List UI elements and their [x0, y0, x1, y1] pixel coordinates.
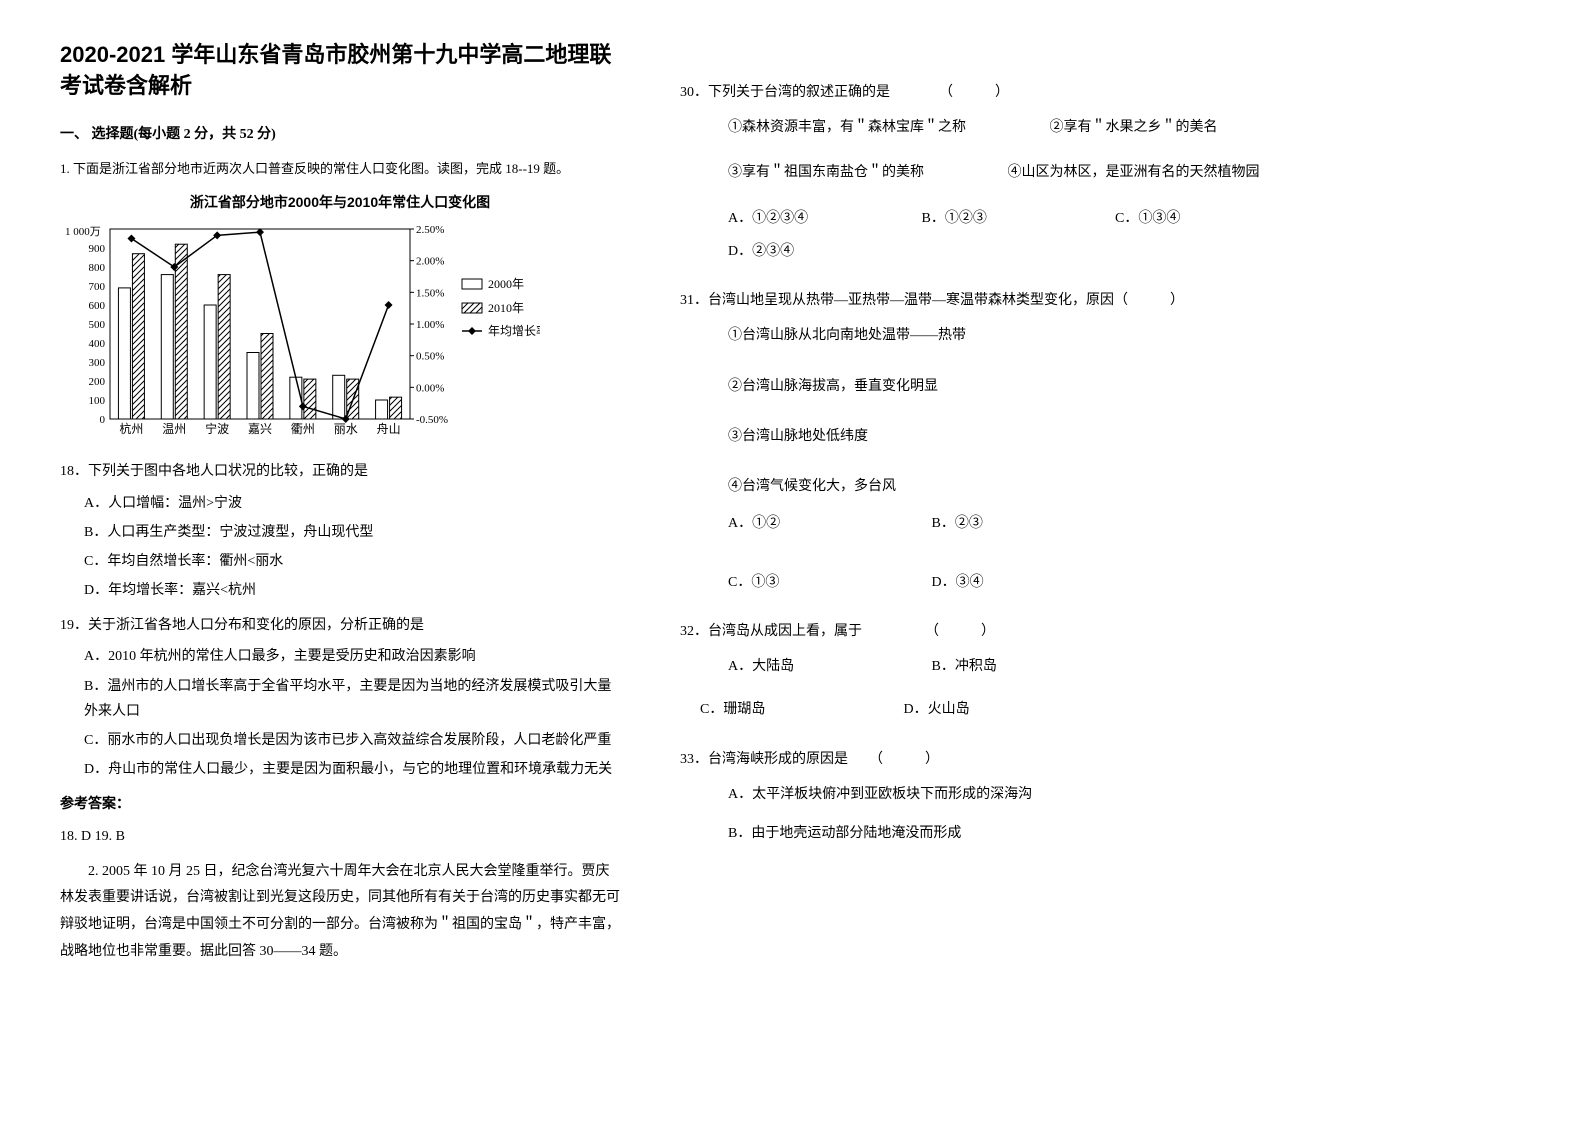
svg-text:600: 600 [89, 300, 106, 312]
q1-intro: 1. 下面是浙江省部分地市近两次人口普查反映的常住人口变化图。读图，完成 18-… [60, 157, 620, 180]
svg-text:0: 0 [100, 414, 106, 426]
q18-option-c: C．年均自然增长率：衢州<丽水 [84, 549, 620, 574]
q31: 31．台湾山地呈现从热带—亚热带—温带—寒温带森林类型变化，原因（ ） ①台湾山… [680, 288, 1400, 603]
q19-option-c: C．丽水市的人口出现负增长是因为该市已步入高效益综合发展阶段，人口老龄化严重 [84, 728, 620, 753]
q30-option-c: C．①③④ [1115, 206, 1305, 231]
q30-sub4: ④山区为林区，是亚洲有名的天然植物园 [1008, 165, 1260, 180]
answer-label: 参考答案： [60, 792, 620, 817]
chart-title: 浙江省部分地市2000年与2010年常住人口变化图 [60, 190, 620, 215]
svg-text:400: 400 [89, 338, 106, 350]
q31-option-d: D．③④ [932, 570, 1132, 595]
svg-text:0.50%: 0.50% [416, 351, 444, 363]
q31-option-a: A．①② [728, 511, 928, 536]
q18-stem: 18．下列关于图中各地人口状况的比较，正确的是 [60, 459, 620, 484]
q30-option-b: B．①②③ [922, 206, 1112, 231]
q33: 33．台湾海峡形成的原因是 （ ） A．太平洋板块俯冲到亚欧板块下而形成的深海沟… [680, 747, 1400, 847]
q18-option-a: A．人口增幅：温州>宁波 [84, 491, 620, 516]
passage-2: 2. 2005 年 10 月 25 日，纪念台湾光复六十周年大会在北京人民大会堂… [60, 859, 620, 965]
svg-text:2.50%: 2.50% [416, 224, 444, 236]
q33-option-a: A．太平洋板块俯冲到亚欧板块下而形成的深海沟 [728, 782, 1400, 807]
q31-sub2: ②台湾山脉海拔高，垂直变化明显 [728, 374, 1400, 399]
population-chart: 0 100 200 300 400 500 600 700 800 900 1 000万 -0.50%… [60, 219, 540, 449]
section-title: 一、 选择题(每小题 2 分，共 52 分) [60, 122, 620, 147]
svg-text:800: 800 [89, 262, 106, 274]
svg-text:1 000万: 1 000万 [65, 226, 101, 238]
svg-text:-0.50%: -0.50% [416, 414, 448, 426]
q32-option-d: D．火山岛 [904, 697, 1104, 722]
svg-text:0.00%: 0.00% [416, 383, 444, 395]
q30-stem: 30．下列关于台湾的叙述正确的是 （ ） [680, 80, 1400, 105]
svg-text:舟山: 舟山 [377, 422, 401, 436]
svg-text:2000年: 2000年 [488, 277, 524, 291]
q30-option-d: D．②③④ [728, 239, 918, 264]
q30-sub1: ①森林资源丰富，有＂森林宝库＂之称 [728, 115, 966, 140]
q30-option-a: A．①②③④ [728, 206, 918, 231]
q31-sub4: ④台湾气候变化大，多台风 [728, 474, 1400, 499]
answer-1819: 18. D 19. B [60, 824, 620, 849]
q19-option-a: A．2010 年杭州的常住人口最多，主要是受历史和政治因素影响 [84, 644, 620, 669]
q19-option-d: D．舟山市的常住人口最少，主要是因为面积最小，与它的地理位置和环境承载力无关 [84, 757, 620, 782]
svg-text:500: 500 [89, 319, 106, 331]
svg-text:200: 200 [89, 376, 106, 388]
q31-option-c: C．①③ [728, 570, 928, 595]
q32-option-a: A．大陆岛 [728, 654, 928, 679]
q18-option-b: B．人口再生产类型：宁波过渡型，舟山现代型 [84, 520, 620, 545]
chart-wrapper: 浙江省部分地市2000年与2010年常住人口变化图 0 100 200 300 400 5… [60, 190, 620, 449]
svg-text:1.00%: 1.00% [416, 319, 444, 331]
q19-stem: 19．关于浙江省各地人口分布和变化的原因，分析正确的是 [60, 613, 620, 638]
q31-option-b: B．②③ [932, 511, 1132, 536]
q32-stem: 32．台湾岛从成因上看，属于 （ ） [680, 619, 1400, 644]
svg-text:300: 300 [89, 357, 106, 369]
svg-text:温州: 温州 [162, 422, 186, 436]
svg-text:100: 100 [89, 395, 106, 407]
svg-text:900: 900 [89, 243, 106, 255]
q19-option-b: B．温州市的人口增长率高于全省平均水平，主要是因为当地的经济发展模式吸引大量外来… [84, 674, 620, 724]
q31-stem: 31．台湾山地呈现从热带—亚热带—温带—寒温带森林类型变化，原因（ ） [680, 288, 1400, 313]
q33-stem: 33．台湾海峡形成的原因是 （ ） [680, 747, 1400, 772]
q30-sub2: ②享有＂水果之乡＂的美名 [1050, 115, 1218, 140]
svg-text:700: 700 [89, 281, 106, 293]
q33-option-b: B．由于地壳运动部分陆地淹没而形成 [728, 821, 1400, 846]
q18-option-d: D．年均增长率：嘉兴<杭州 [84, 578, 620, 603]
q32: 32．台湾岛从成因上看，属于 （ ） A．大陆岛 B．冲积岛 C．珊瑚岛 D．火… [680, 619, 1400, 731]
svg-text:年均增长率: 年均增长率 [488, 323, 540, 338]
svg-text:1.50%: 1.50% [416, 288, 444, 300]
svg-text:嘉兴: 嘉兴 [248, 422, 272, 436]
svg-text:2.00%: 2.00% [416, 256, 444, 268]
q31-sub1: ①台湾山脉从北向南地处温带——热带 [728, 323, 1400, 348]
q30: 30．下列关于台湾的叙述正确的是 （ ） ①森林资源丰富，有＂森林宝库＂之称 ②… [680, 80, 1400, 272]
svg-text:杭州: 杭州 [119, 421, 143, 436]
svg-text:2010年: 2010年 [488, 301, 524, 315]
svg-text:丽水: 丽水 [334, 422, 358, 436]
page-title: 2020-2021 学年山东省青岛市胶州第十九中学高二地理联考试卷含解析 [60, 40, 620, 102]
q32-option-c: C．珊瑚岛 [700, 697, 900, 722]
q30-sub3: ③享有＂祖国东南盐仓＂的美称 [728, 160, 924, 185]
q31-sub3: ③台湾山脉地处低纬度 [728, 424, 1400, 449]
svg-text:宁波: 宁波 [205, 421, 229, 436]
q32-option-b: B．冲积岛 [932, 654, 1132, 679]
svg-text:衢州: 衢州 [291, 422, 315, 436]
